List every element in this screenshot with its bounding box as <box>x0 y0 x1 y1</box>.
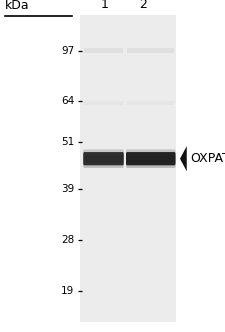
Bar <box>127 48 174 53</box>
FancyBboxPatch shape <box>126 155 176 168</box>
Bar <box>127 101 174 105</box>
Text: 19: 19 <box>61 286 74 295</box>
Text: OXPAT: OXPAT <box>190 152 225 165</box>
FancyBboxPatch shape <box>126 149 176 163</box>
FancyBboxPatch shape <box>83 155 124 168</box>
Text: kDa: kDa <box>4 0 29 12</box>
Bar <box>84 48 123 53</box>
Text: 97: 97 <box>61 46 74 56</box>
Text: 1: 1 <box>101 0 108 11</box>
FancyBboxPatch shape <box>83 149 124 163</box>
FancyBboxPatch shape <box>83 152 124 165</box>
Bar <box>84 101 123 105</box>
Text: 28: 28 <box>61 235 74 245</box>
Bar <box>80 15 176 322</box>
Text: 51: 51 <box>61 137 74 147</box>
FancyBboxPatch shape <box>126 152 176 165</box>
Text: 64: 64 <box>61 96 74 106</box>
Text: 2: 2 <box>139 0 147 11</box>
Text: 39: 39 <box>61 184 74 194</box>
Polygon shape <box>180 146 187 171</box>
